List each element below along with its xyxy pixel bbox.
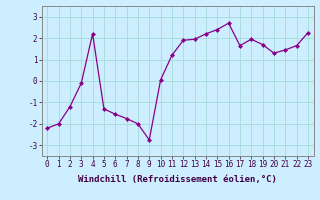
X-axis label: Windchill (Refroidissement éolien,°C): Windchill (Refroidissement éolien,°C) xyxy=(78,175,277,184)
